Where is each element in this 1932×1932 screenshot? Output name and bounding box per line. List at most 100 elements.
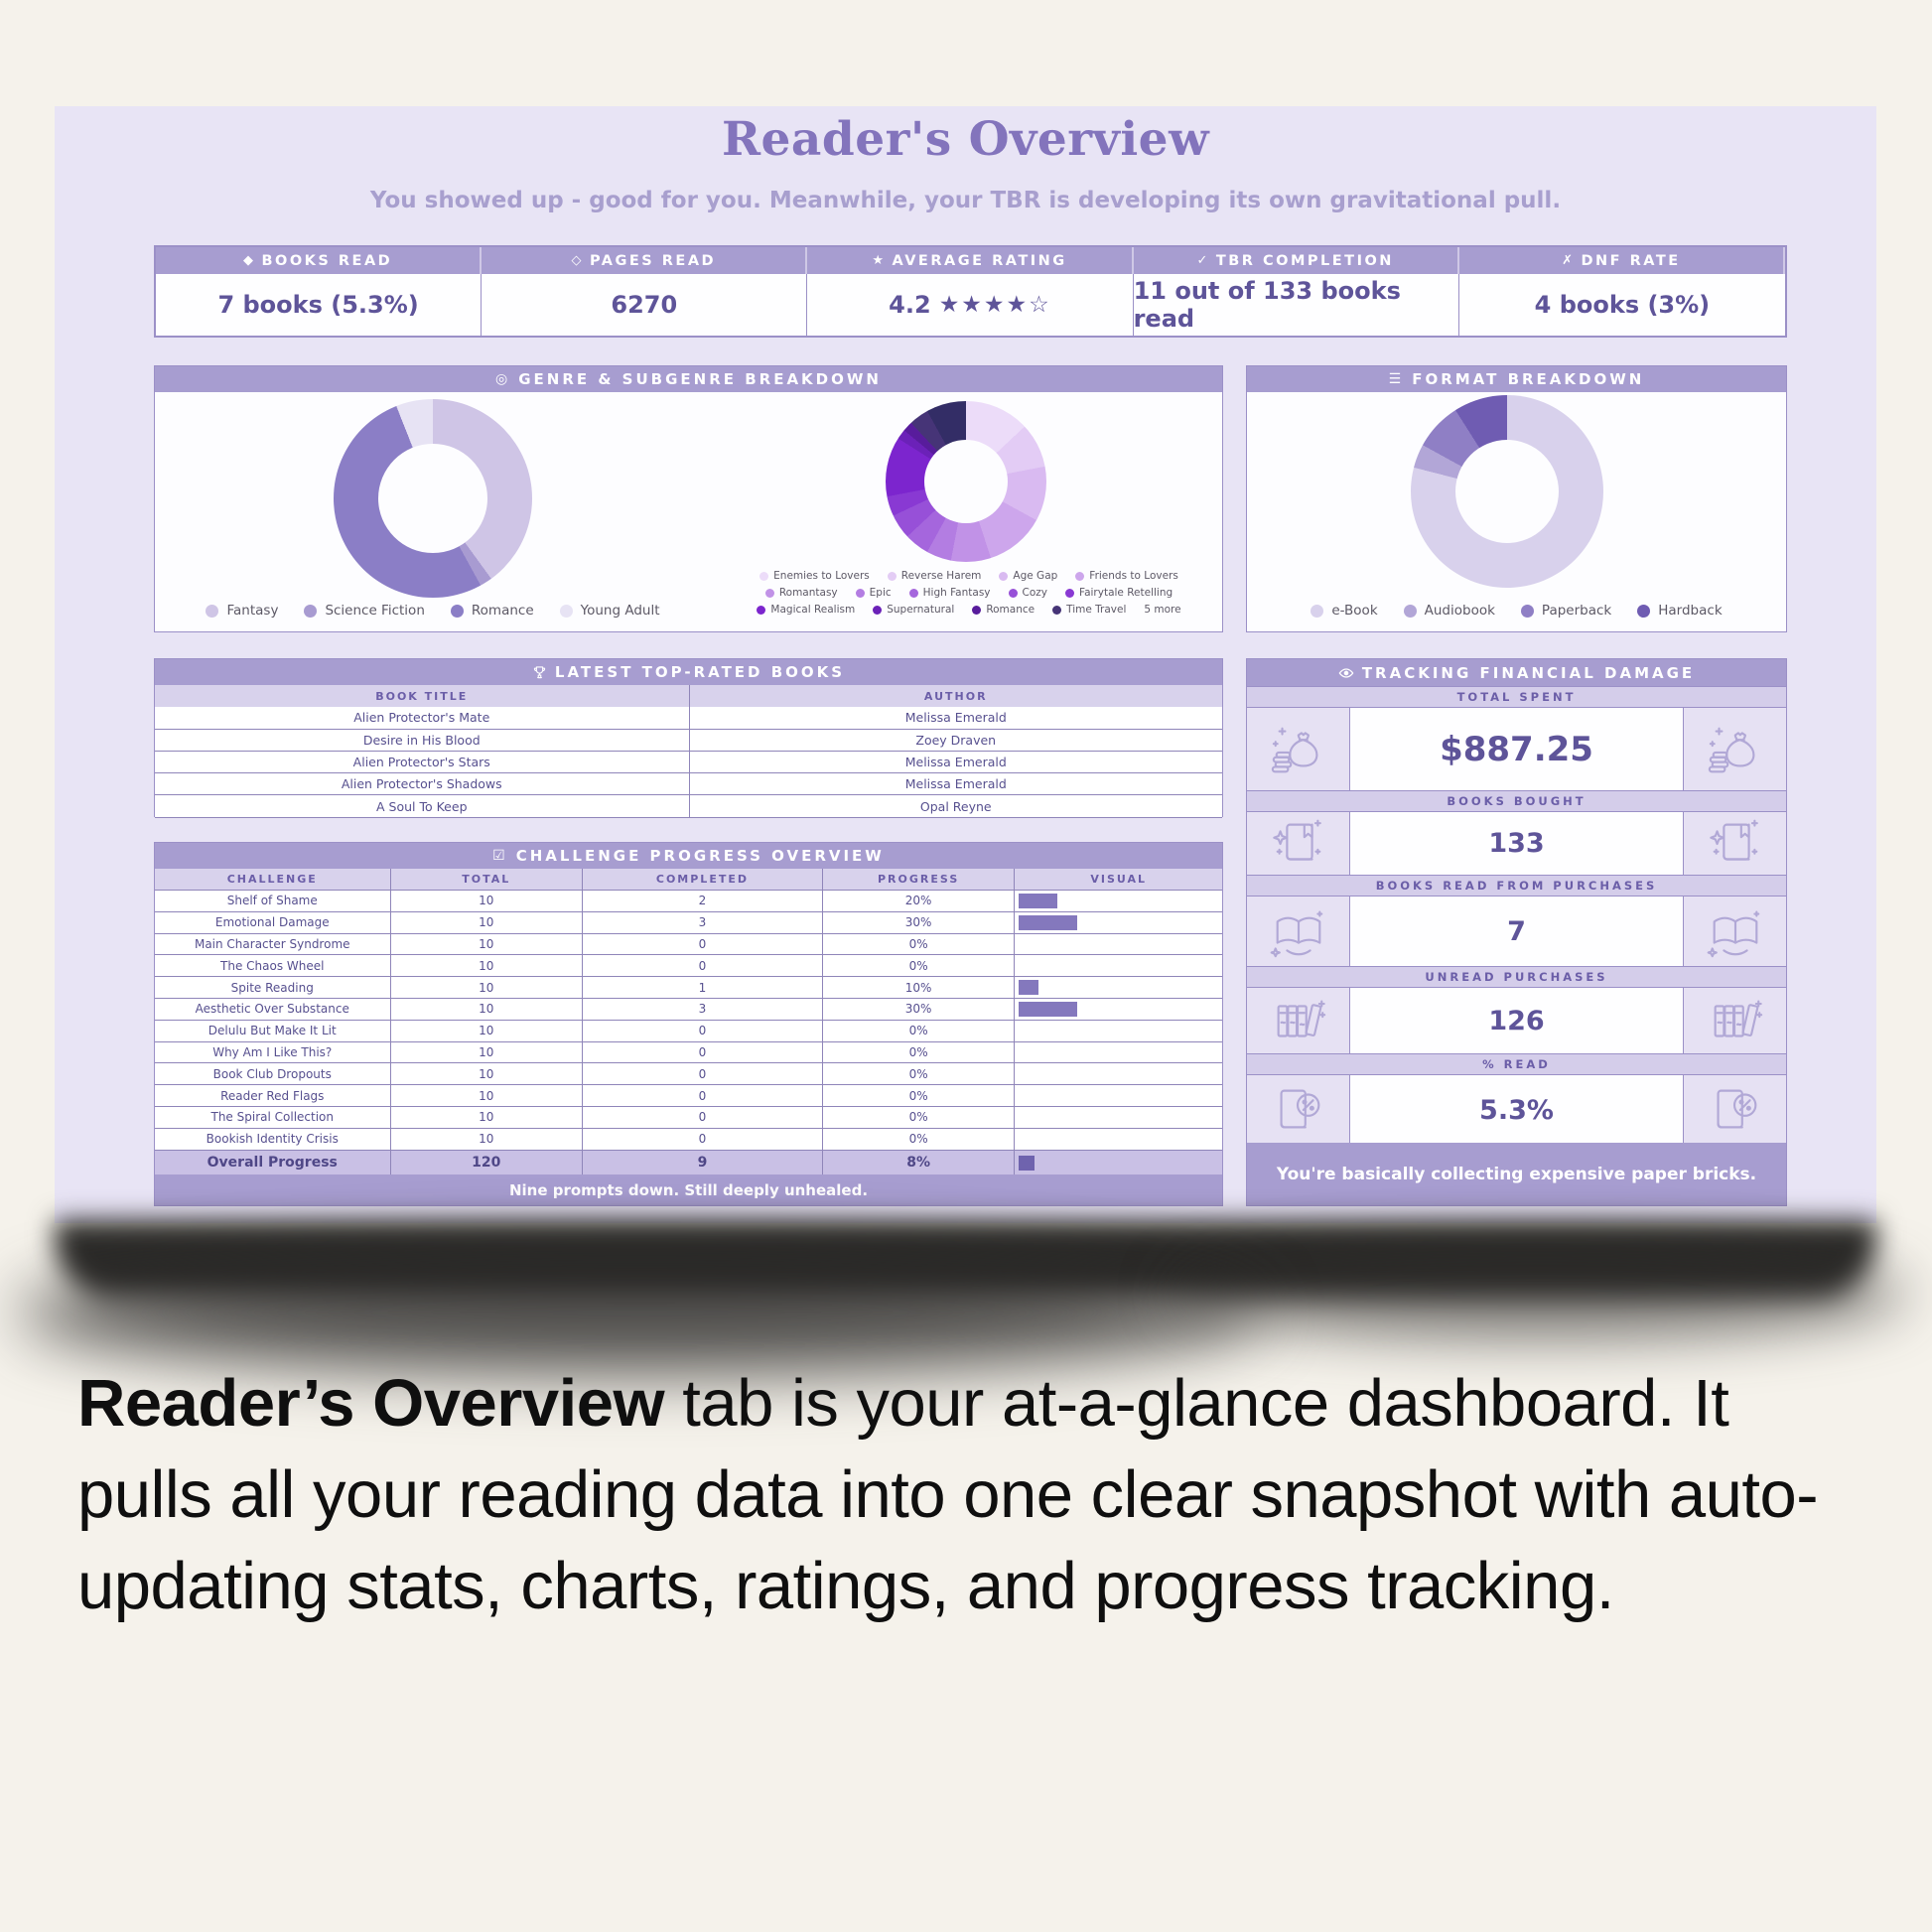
legend-label: Fairytale Retelling [1079, 587, 1173, 599]
legend-dot-icon [304, 604, 318, 618]
progress-cell: 0% [821, 955, 1015, 978]
subgenre-legend: Enemies to Lovers Reverse Harem Age Gap Fri… [731, 570, 1207, 616]
legend-row: Enemies to Lovers Reverse Harem Age Gap Fri… [731, 570, 1207, 582]
legend-label: Enemies to Lovers [773, 570, 870, 582]
legend-row: Magical Realism Supernatural Romance Time T… [731, 604, 1207, 616]
total-cell: 120 [389, 1150, 582, 1176]
card-drop-shadow [20, 1253, 1261, 1372]
progress-cell: 0% [821, 1041, 1015, 1064]
legend-item: Science Fiction [304, 603, 425, 619]
progress-cell: 10% [821, 977, 1015, 999]
stat-value: 7 books (5.3%) [156, 274, 483, 336]
legend-label: Friends to Lovers [1089, 570, 1178, 582]
stat-glyph-icon: ✗ [1562, 253, 1576, 268]
top-rated-books-panel: LATEST TOP-RATED BOOKS BOOK TITLE AUTHOR A… [154, 658, 1223, 818]
column-header-visual: VISUAL [1014, 869, 1222, 891]
financial-label-books-bought: BOOKS BOUGHT [1247, 790, 1786, 812]
challenge-name-cell: Why Am I Like This? [155, 1041, 390, 1064]
legend-dot-icon [764, 588, 774, 598]
challenge-name-cell: Spite Reading [155, 977, 390, 999]
financial-grid: TRACKING FINANCIAL DAMAGE TOTAL SPENT $887… [1247, 659, 1786, 1145]
legend-item: High Fantasy [908, 587, 991, 599]
book-stack-icon [1684, 988, 1786, 1053]
money-bag-icon [1684, 708, 1786, 790]
format-panel-header: ☰ FORMAT BREAKDOWN [1247, 366, 1786, 392]
stats-strip: ◆ BOOKS READ ◇ PAGES READ ★ AVERAGE RATING ✓ TB… [154, 245, 1787, 338]
progress-bar [1019, 1001, 1077, 1017]
open-book-icon [1247, 897, 1349, 966]
stat-glyph-icon: ★ [872, 253, 887, 268]
progress-bar [1019, 1155, 1035, 1171]
stat-header-pages-read: ◇ PAGES READ [482, 247, 808, 274]
financial-footer-banner: You're basically collecting expensive pa… [1247, 1143, 1786, 1205]
percent-book-icon [1247, 1075, 1349, 1145]
legend-dot-icon [1075, 571, 1085, 581]
format-legend: e-Book Audiobook Paperback Hardback [1247, 603, 1786, 619]
challenge-name-cell: Reader Red Flags [155, 1085, 390, 1107]
legend-label: Romance [986, 604, 1035, 616]
total-cell: 10 [389, 933, 582, 956]
progress-cell: 30% [821, 911, 1015, 934]
completed-cell: 3 [582, 911, 822, 934]
total-cell: 10 [389, 911, 582, 934]
financial-value: 133 [1349, 812, 1684, 875]
legend-dot-icon [757, 605, 766, 615]
progress-cell: 0% [821, 1128, 1015, 1151]
financial-value: 5.3% [1349, 1075, 1684, 1145]
stat-value: 4.2 ★★★★☆ [807, 274, 1134, 336]
financial-value: 126 [1349, 988, 1684, 1053]
legend-label: Audiobook [1424, 603, 1495, 619]
challenge-panel-header: ☑ CHALLENGE PROGRESS OVERVIEW [155, 843, 1222, 869]
visual-bar-cell [1014, 998, 1222, 1021]
books-panel-header: LATEST TOP-RATED BOOKS [155, 659, 1222, 685]
subgenre-donut-chart [886, 401, 1046, 562]
challenge-name-cell: Main Character Syndrome [155, 933, 390, 956]
legend-item: Romance [972, 604, 1035, 616]
author-cell: Melissa Emerald [688, 707, 1222, 730]
challenge-footer-banner: Nine prompts down. Still deeply unhealed… [155, 1174, 1222, 1205]
format-panel-title: FORMAT BREAKDOWN [1412, 370, 1645, 388]
money-bag-icon [1247, 708, 1349, 790]
financial-damage-panel: TRACKING FINANCIAL DAMAGE TOTAL SPENT $887… [1246, 658, 1787, 1206]
completed-cell: 1 [582, 977, 822, 999]
challenge-name-cell: The Chaos Wheel [155, 955, 390, 978]
completed-cell: 2 [582, 891, 822, 912]
completed-cell: 0 [582, 1085, 822, 1107]
legend-item: Reverse Harem [887, 570, 981, 582]
legend-item: e-Book [1311, 603, 1378, 619]
progress-cell: 20% [821, 891, 1015, 912]
legend-dot-icon [1008, 588, 1018, 598]
genre-panel-title: GENRE & SUBGENRE BREAKDOWN [518, 370, 882, 388]
percent-book-icon [1684, 1075, 1786, 1145]
card-drop-shadow [1172, 1249, 1906, 1338]
total-cell: 10 [389, 955, 582, 978]
legend-item: Fairytale Retelling [1065, 587, 1173, 599]
legend-label: Fantasy [226, 603, 279, 619]
challenge-table: CHALLENGE TOTAL COMPLETED PROGRESS VISUAL She… [155, 869, 1222, 1176]
stat-glyph-icon: ✓ [1196, 253, 1210, 268]
total-cell: 10 [389, 891, 582, 912]
books-panel-title: LATEST TOP-RATED BOOKS [554, 663, 846, 681]
legend-dot-icon [1311, 604, 1324, 618]
legend-label: High Fantasy [922, 587, 991, 599]
legend-label: Young Adult [580, 603, 660, 619]
progress-bar [1019, 914, 1077, 930]
author-cell: Zoey Draven [688, 729, 1222, 752]
column-header-completed: COMPLETED [582, 869, 822, 891]
legend-label: Age Gap [1013, 570, 1058, 582]
legend-item: Cozy [1008, 587, 1047, 599]
legend-label: Romance [471, 603, 534, 619]
legend-label: Magical Realism [770, 604, 856, 616]
book-title-cell: Desire in His Blood [155, 729, 689, 752]
legend-item: Age Gap [999, 570, 1057, 582]
legend-dot-icon [873, 605, 883, 615]
book-title-cell: Alien Protector's Mate [155, 707, 689, 730]
genre-breakdown-panel: ◎ GENRE & SUBGENRE BREAKDOWN Fantasy Scie… [154, 365, 1223, 632]
legend-dot-icon [1637, 604, 1651, 618]
financial-label-books-read-from-purchases: BOOKS READ FROM PURCHASES [1247, 875, 1786, 897]
completed-cell: 3 [582, 998, 822, 1021]
total-cell: 10 [389, 1020, 582, 1042]
legend-dot-icon [908, 588, 918, 598]
total-cell: 10 [389, 1085, 582, 1107]
format-breakdown-panel: ☰ FORMAT BREAKDOWN e-Book Audiobook Paperb… [1246, 365, 1787, 632]
